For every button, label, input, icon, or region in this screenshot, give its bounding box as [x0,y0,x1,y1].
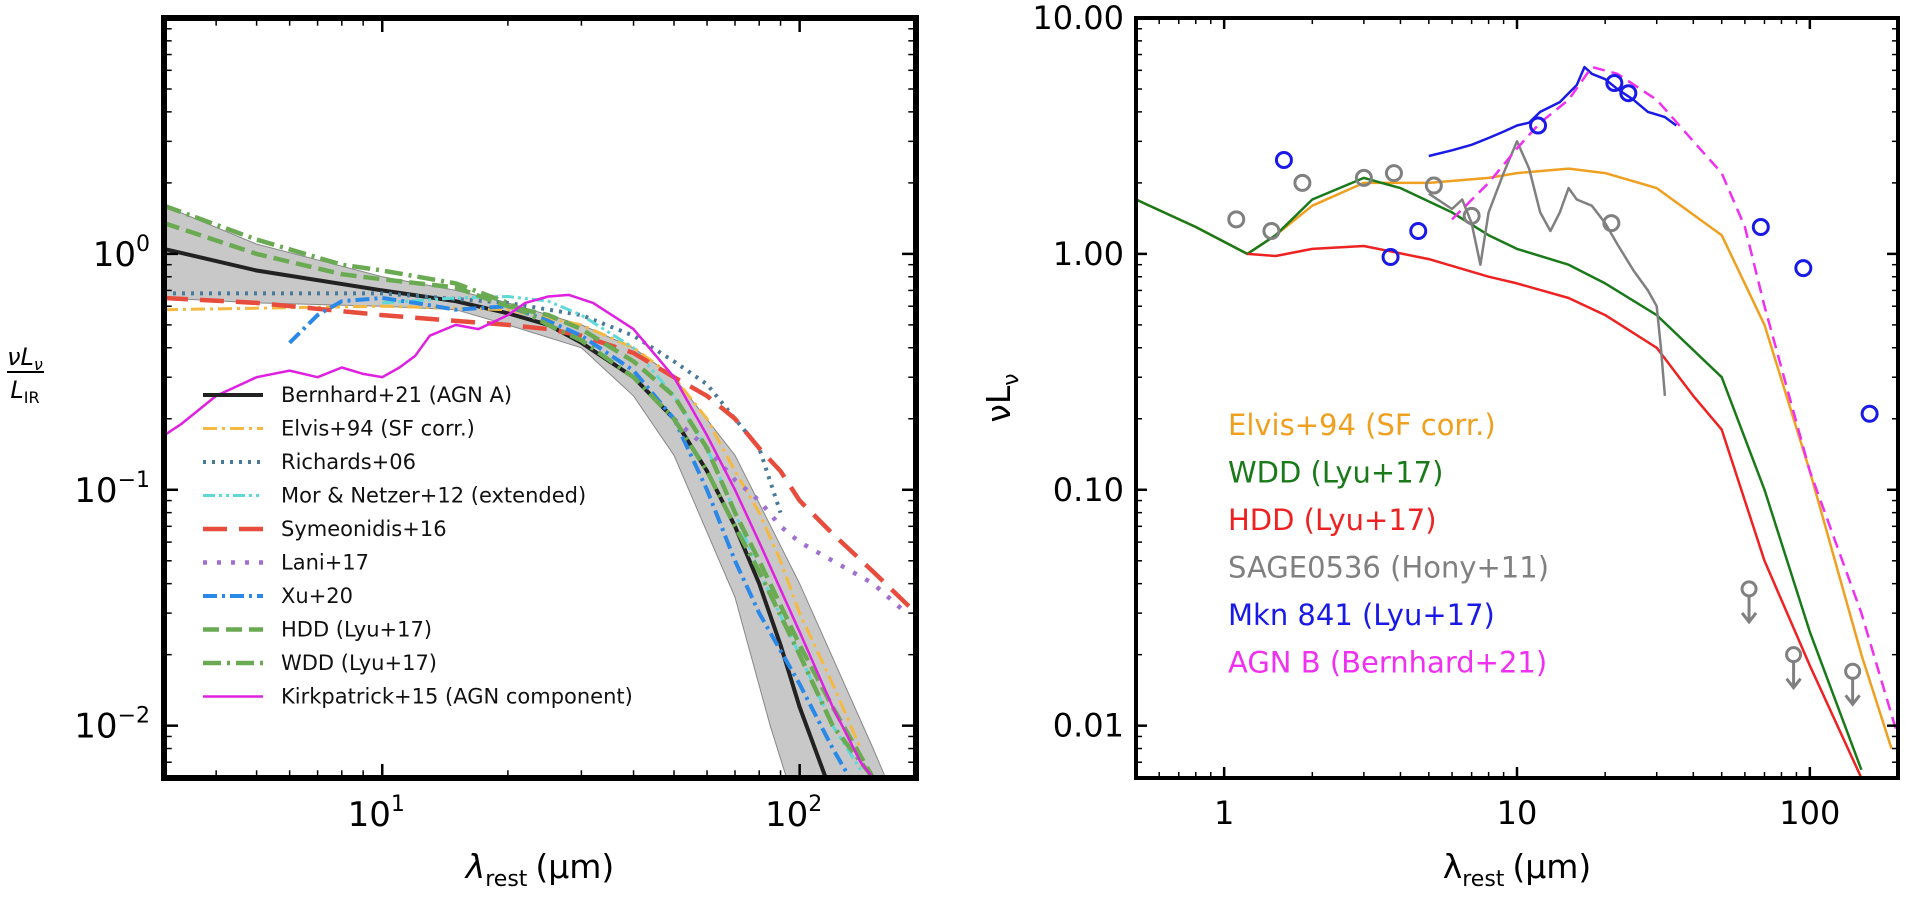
series-line-elvis-94-sf-corr [164,304,862,750]
series-line-symeonidis-16 [164,295,916,615]
series-line-agn-b-bernhard-21 [1451,65,1898,737]
series-line-bernhard-21-agn-a [164,246,828,778]
x-tick-label: 102 [765,792,822,835]
data-point-grey [1462,206,1481,225]
data-point-grey [1354,168,1373,187]
svg-text:νLν: νLν [7,343,43,374]
y-tick-label: 0.01 [1053,707,1124,745]
data-point-grey [1384,164,1403,183]
y-tick-label: 10−2 [74,704,150,747]
x-tick-label: 101 [348,792,405,835]
data-point-blue [1860,404,1879,423]
x-tick-label: 100 [1779,794,1840,832]
data-point-blue [1619,84,1638,103]
legend-label: Symeonidis+16 [281,517,447,541]
y-tick-label: 10.00 [1032,0,1124,37]
upper-limit-marker [1844,662,1862,707]
legend-label-elvis-94-sf-corr: Elvis+94 (SF corr.) [1228,408,1496,442]
chart-right: 1 10 100 0.01 0.10 1.00 10.00 Elvis+94 (SF cor… [979,0,1900,892]
legend-label: Xu+20 [281,584,353,608]
legend-label: Mor & Netzer+12 (extended) [281,484,586,508]
series-line-sage0536-hony-11 [1428,140,1667,397]
legend-label-mkn-841-lyu-17: Mkn 841 (Lyu+17) [1228,598,1495,632]
data-point-blue [1381,248,1400,267]
x-tick-label: 10 [1497,794,1538,832]
legend-label: Bernhard+21 (AGN A) [281,383,512,407]
data-point-grey [1602,214,1621,233]
series-line-xu-20 [288,296,853,778]
legend-label: WDD (Lyu+17) [281,651,437,675]
data-point-blue [1529,116,1548,135]
data-point-grey [1262,222,1281,241]
legend-label-hdd-lyu-17: HDD (Lyu+17) [1228,503,1437,537]
data-point-blue [1751,218,1770,237]
series-line-mor-netzer-12-extended [382,295,862,771]
data-point-blue [1409,222,1428,241]
series-line-mkn-841-lyu-17 [1428,65,1678,158]
data-point-grey [1424,176,1443,195]
series-line-kirkpatrick-15-agn-component [164,293,875,778]
upper-limit-marker [1740,580,1758,625]
series-line-hdd-lyu-17 [164,220,876,778]
left-legend: Bernhard+21 (AGN A) Elvis+94 (SF corr.) Ri… [203,383,633,709]
data-point-blue [1274,151,1293,170]
right-legend: Elvis+94 (SF corr.) WDD (Lyu+17) HDD (Lyu+… [1228,408,1549,680]
legend-label: Kirkpatrick+15 (AGN component) [281,685,633,709]
left-y-axis-label: νLν LIR [7,343,44,407]
data-point-grey [1293,173,1312,192]
legend-label: Lani+17 [281,551,369,575]
legend-label-sage0536-hony-11: SAGE0536 (Hony+11) [1228,551,1549,585]
data-point-grey [1227,210,1246,229]
left-plot-frame [161,15,919,781]
left-x-axis-label: λrest (μm) [464,847,615,892]
data-point-blue [1605,74,1624,93]
right-y-axis-label: νLν [979,373,1024,422]
data-point-blue [1794,259,1813,278]
right-x-axis-label: λrest (μm) [1443,847,1592,892]
y-tick-label: 100 [93,232,150,275]
series-line-lani-17 [672,417,908,615]
series-line-wdd-lyu-17 [164,203,875,778]
y-tick-label: 0.10 [1053,471,1124,509]
series-line-hdd-lyu-17 [1247,244,1863,778]
y-tick-label: 1.00 [1053,235,1124,273]
upper-limit-marker [1785,646,1803,691]
chart-left: 101 102 10−2 10−1 100 Bernhard+21 (AGN A) Elv… [7,15,919,892]
legend-label-wdd-lyu-17: WDD (Lyu+17) [1228,456,1443,490]
svg-text:LIR: LIR [10,376,39,407]
legend-label: Elvis+94 (SF corr.) [281,417,475,441]
series-line-wdd-lyu-17 [1136,176,1863,771]
legend-label-agn-b-bernhard-21: AGN B (Bernhard+21) [1228,646,1547,680]
legend-label: HDD (Lyu+17) [281,618,432,642]
y-tick-label: 10−1 [74,468,150,511]
legend-label: Richards+06 [281,450,416,474]
x-tick-label: 1 [1214,794,1234,832]
